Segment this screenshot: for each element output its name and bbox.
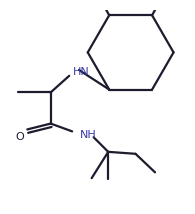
Text: HN: HN bbox=[73, 67, 90, 77]
Text: O: O bbox=[15, 132, 24, 142]
Text: NH: NH bbox=[80, 130, 97, 140]
